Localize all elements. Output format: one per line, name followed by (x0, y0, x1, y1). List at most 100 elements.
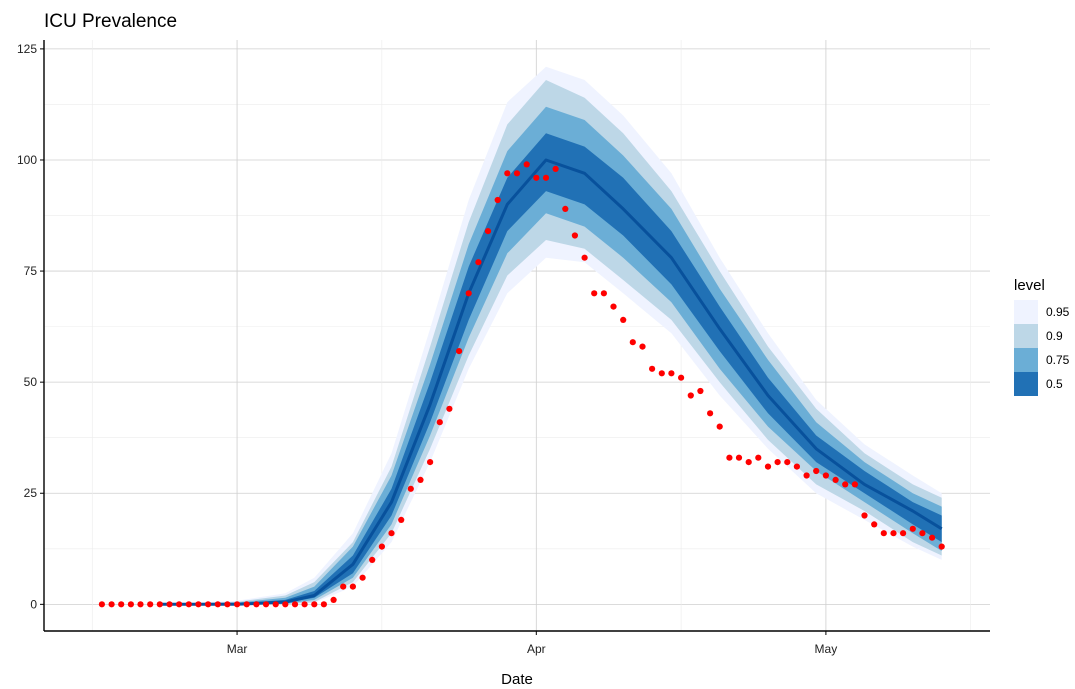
observed-point (581, 254, 588, 261)
legend: level 0.95 0.9 0.75 0.5 (1014, 277, 1070, 396)
y-tick-label: 50 (24, 375, 38, 389)
observed-point (388, 530, 395, 537)
observed-point (166, 601, 173, 608)
observed-point (668, 370, 675, 377)
observed-point (98, 601, 105, 608)
observed-point (417, 476, 424, 483)
observed-point (340, 583, 347, 590)
observed-point (253, 601, 260, 608)
observed-point (649, 365, 656, 372)
observed-point (504, 170, 511, 177)
observed-point (214, 601, 221, 608)
legend-label: 0.95 (1046, 305, 1070, 319)
observed-point (118, 601, 125, 608)
chart-title: ICU Prevalence (44, 11, 177, 32)
legend-title: level (1014, 277, 1045, 294)
observed-point (398, 516, 405, 524)
observed-point (938, 543, 945, 550)
observed-point (369, 556, 376, 564)
observed-point (822, 472, 830, 479)
x-tick-label: May (815, 642, 838, 656)
observed-point (427, 459, 434, 466)
observed-point (620, 316, 627, 323)
observed-point (726, 454, 733, 461)
observed-point (658, 370, 665, 377)
observed-point (205, 601, 212, 608)
observed-point (784, 459, 791, 466)
x-axis-ticks: Mar Apr May (227, 631, 838, 656)
y-tick-label: 125 (17, 42, 37, 56)
observed-point (513, 170, 521, 177)
observed-point (330, 596, 337, 604)
observed-point (291, 601, 299, 608)
legend-swatch (1014, 348, 1038, 372)
observed-point (195, 601, 202, 608)
median-line-group (159, 158, 943, 606)
legend-swatch (1014, 324, 1038, 348)
y-tick-label: 0 (30, 597, 37, 611)
observed-point (774, 459, 781, 466)
observed-point (716, 423, 723, 430)
observed-point (446, 405, 453, 412)
observed-point (900, 530, 907, 537)
observed-point (755, 454, 762, 461)
observed-point (320, 601, 327, 608)
observed-point (224, 601, 231, 608)
x-tick-label: Mar (227, 642, 248, 656)
median-line (159, 158, 943, 606)
observed-point (851, 481, 859, 488)
observed-point (552, 165, 559, 172)
axes (43, 40, 990, 632)
observed-point (697, 387, 704, 395)
observed-point (861, 512, 868, 519)
observed-points (98, 161, 945, 608)
observed-point (523, 161, 530, 168)
observed-point (639, 343, 646, 350)
observed-point (842, 481, 849, 488)
observed-point (436, 419, 443, 426)
observed-point (745, 459, 752, 466)
observed-point (272, 601, 279, 608)
observed-point (803, 472, 810, 479)
observed-point (764, 463, 772, 470)
observed-point (571, 232, 579, 239)
observed-point (600, 290, 608, 297)
observed-point (407, 485, 414, 492)
observed-point (301, 601, 308, 608)
observed-point (494, 196, 501, 204)
ribbon-75 (159, 106, 942, 605)
observed-point (137, 601, 144, 608)
observed-point (156, 601, 163, 608)
observed-point (871, 521, 878, 528)
observed-point (591, 290, 598, 297)
observed-point (262, 601, 270, 608)
observed-point (185, 601, 192, 608)
y-tick-label: 100 (17, 153, 37, 167)
legend-label: 0.9 (1046, 329, 1063, 343)
observed-point (465, 290, 472, 297)
observed-point (735, 454, 743, 461)
observed-point (533, 174, 540, 181)
observed-point (108, 601, 115, 608)
observed-point (929, 534, 936, 541)
y-tick-label: 75 (24, 264, 38, 278)
observed-point (147, 601, 154, 608)
observed-point (311, 601, 318, 608)
legend-label: 0.5 (1046, 377, 1063, 391)
observed-point (542, 174, 550, 181)
observed-point (880, 530, 887, 537)
observed-point (243, 601, 250, 608)
observed-point (562, 205, 569, 212)
observed-point (707, 410, 714, 417)
observed-point (813, 467, 820, 475)
y-tick-label: 25 (24, 486, 38, 500)
observed-point (793, 463, 801, 470)
x-tick-label: Apr (527, 642, 546, 656)
observed-point (378, 543, 385, 550)
observed-point (456, 348, 463, 355)
observed-point (484, 228, 492, 235)
observed-point (909, 525, 916, 532)
observed-point (890, 530, 897, 537)
legend-swatch (1014, 372, 1038, 396)
observed-point (349, 583, 356, 590)
